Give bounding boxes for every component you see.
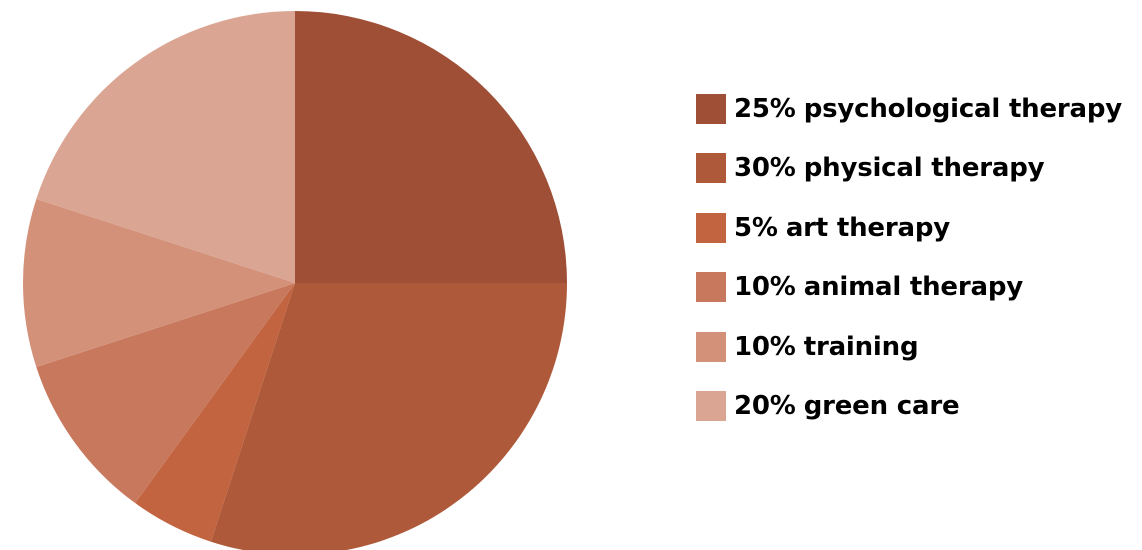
legend-text: 5% art therapy — [734, 213, 950, 243]
legend-item-training: 10% training — [696, 331, 1142, 391]
legend: 25% psychological therapy 30% physical th… — [696, 94, 1142, 450]
legend-swatch — [696, 212, 726, 243]
legend-text: 30% physical therapy — [734, 153, 1045, 184]
legend-label: animal therapy — [803, 272, 1023, 303]
legend-item-animal-therapy: 10% animal therapy — [696, 272, 1142, 331]
legend-swatch — [696, 94, 726, 124]
legend-text: 10% animal therapy — [734, 272, 1023, 302]
legend-percent: 30% — [734, 153, 796, 184]
legend-label: art therapy — [785, 212, 950, 243]
legend-item-psychological-therapy: 25% psychological therapy — [696, 94, 1142, 153]
pie-slice-animal-therapy — [36, 283, 296, 504]
legend-swatch — [696, 272, 726, 303]
legend-label: training — [803, 331, 919, 362]
legend-label: psychological therapy — [803, 94, 1123, 124]
legend-percent: 10% — [734, 331, 796, 362]
legend-label: physical therapy — [803, 153, 1045, 184]
pie-slice-art-therapy — [135, 283, 295, 542]
legend-text: 25% psychological therapy — [734, 94, 1122, 124]
legend-percent: 10% — [734, 272, 796, 303]
legend-item-art-therapy: 5% art therapy — [696, 212, 1142, 272]
pie-slice-physical-therapy — [210, 283, 567, 550]
pie-slice-psychological-therapy — [295, 11, 567, 283]
legend-item-green-care: 20% green care — [696, 390, 1142, 450]
legend-percent: 25% — [734, 94, 796, 124]
legend-text: 10% training — [734, 331, 919, 362]
pie-slice-green-care — [36, 11, 296, 283]
legend-text: 20% green care — [734, 390, 960, 421]
legend-percent: 20% — [734, 390, 796, 421]
legend-swatch — [696, 390, 726, 421]
legend-label: green care — [803, 390, 960, 421]
legend-item-physical-therapy: 30% physical therapy — [696, 153, 1142, 212]
pie-plot-area — [22, 11, 567, 550]
legend-swatch — [696, 153, 726, 184]
pie-slices — [22, 11, 567, 550]
legend-swatch — [696, 331, 726, 362]
pie-slice-training — [22, 198, 295, 368]
legend-percent: 5% — [734, 212, 778, 243]
